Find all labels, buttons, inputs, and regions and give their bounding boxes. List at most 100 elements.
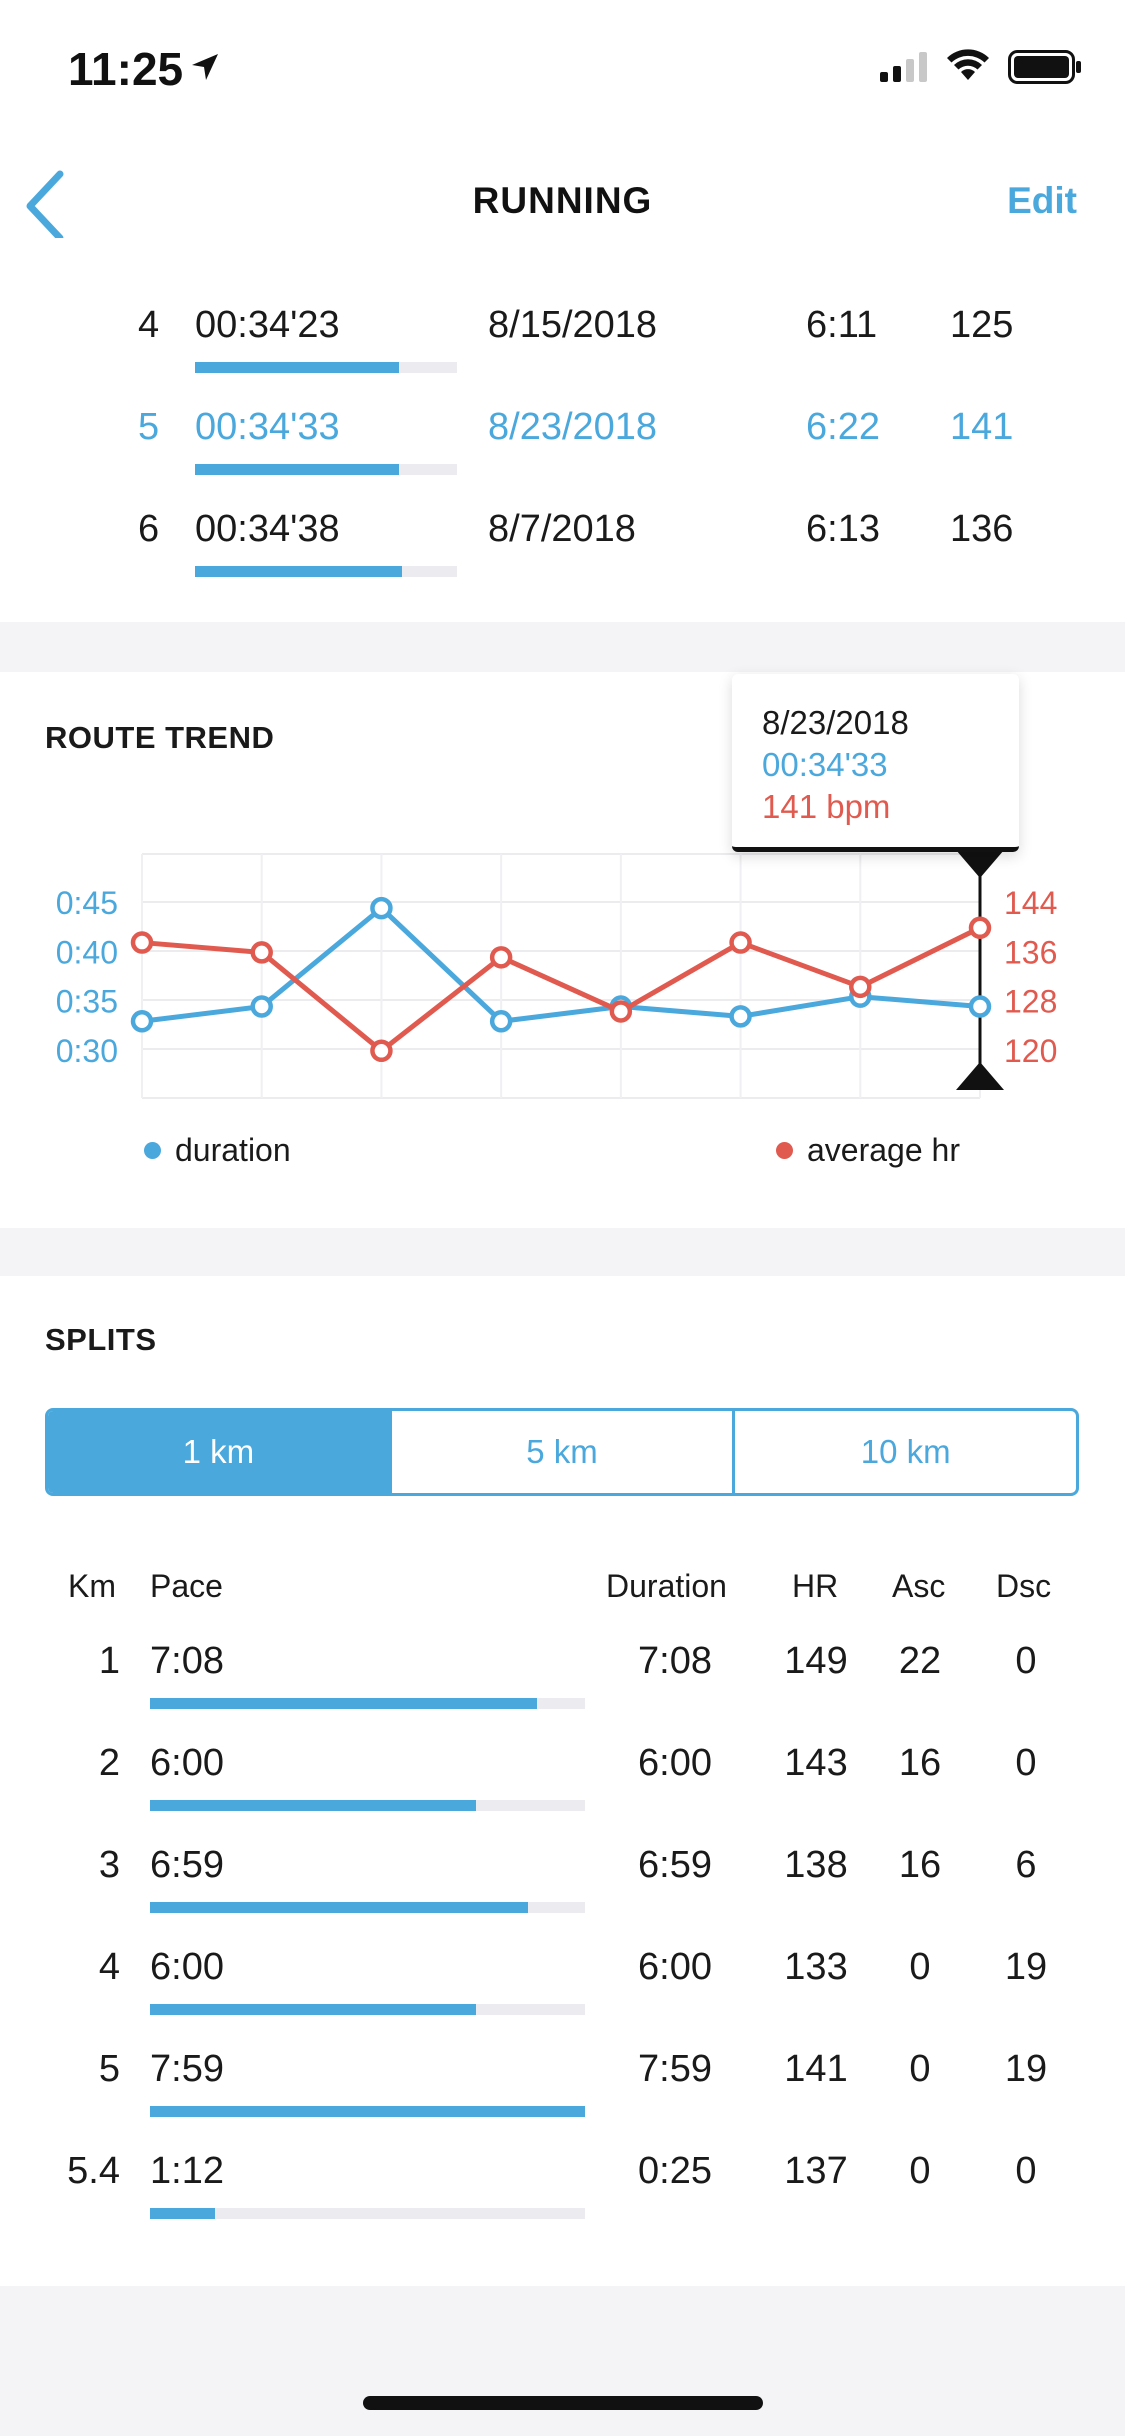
rank-hr: 125 bbox=[950, 304, 1014, 346]
split-distance-selector: 1 km 5 km 10 km bbox=[45, 1408, 1079, 1496]
data-point-average-hr bbox=[729, 931, 752, 954]
split-duration: 7:59 bbox=[638, 2048, 712, 2090]
selection-bottom-marker-icon bbox=[956, 1062, 1004, 1090]
split-pace: 1:12 bbox=[150, 2150, 224, 2192]
data-point-average-hr bbox=[250, 941, 273, 964]
edit-button[interactable]: Edit bbox=[1007, 180, 1077, 221]
header-dsc: Dsc bbox=[996, 1568, 1052, 1604]
nav-bar: RUNNING Edit bbox=[0, 160, 1125, 240]
header-asc: Asc bbox=[892, 1568, 946, 1604]
split-pace: 6:00 bbox=[150, 1742, 224, 1784]
left-tick-label: 0:40 bbox=[56, 934, 118, 970]
data-point-duration bbox=[729, 1005, 752, 1028]
split-asc: 0 bbox=[909, 2048, 931, 2090]
split-dsc: 0 bbox=[1015, 1742, 1037, 1784]
rank-date: 8/15/2018 bbox=[488, 304, 658, 346]
data-point-average-hr bbox=[130, 931, 154, 954]
left-tick-label: 0:35 bbox=[56, 984, 118, 1020]
legend-hr: average hr bbox=[776, 1132, 960, 1169]
split-km: 5.4 bbox=[67, 2150, 120, 2192]
split-km: 2 bbox=[98, 1742, 120, 1784]
duration-bar-fill bbox=[195, 566, 402, 577]
data-point-duration bbox=[370, 896, 393, 920]
split-duration: 6:59 bbox=[638, 1844, 712, 1886]
rank-hr: 141 bbox=[950, 406, 1014, 448]
split-asc: 16 bbox=[898, 1844, 942, 1886]
legend-duration-label: duration bbox=[175, 1132, 291, 1168]
selection-top-marker-icon bbox=[956, 850, 1004, 878]
tooltip-duration: 00:34'33 bbox=[762, 746, 888, 783]
legend-duration: duration bbox=[144, 1132, 291, 1169]
rank-number: 5 bbox=[138, 406, 160, 448]
rank-pace: 6:13 bbox=[806, 508, 880, 550]
pace-bar-fill bbox=[150, 1902, 529, 1913]
pace-bar-fill bbox=[150, 1698, 538, 1709]
data-point-duration bbox=[968, 995, 992, 1018]
left-tick-label: 0:45 bbox=[56, 885, 118, 921]
right-tick-label: 136 bbox=[1004, 934, 1057, 970]
split-hr: 141 bbox=[784, 2048, 848, 2090]
series-line-duration bbox=[141, 905, 981, 1024]
pace-bar bbox=[150, 1902, 585, 1913]
data-point-average-hr bbox=[609, 1000, 633, 1023]
back-chevron-icon[interactable] bbox=[18, 168, 88, 238]
split-asc: 16 bbox=[898, 1742, 942, 1784]
status-time: 11:25 bbox=[68, 43, 184, 95]
ranking-row[interactable]: 6 00:34'38 8/7/2018 6:13 136 bbox=[0, 508, 1125, 598]
chart-tooltip: 8/23/2018 00:34'33 141 bpm bbox=[732, 674, 1019, 852]
tab-10-km[interactable]: 10 km bbox=[860, 1433, 951, 1470]
route-trend-title: ROUTE TREND bbox=[45, 720, 275, 755]
split-hr: 149 bbox=[784, 1640, 848, 1682]
split-hr: 138 bbox=[784, 1844, 848, 1886]
page-title: RUNNING bbox=[472, 180, 653, 221]
pace-bar-fill bbox=[150, 1800, 477, 1811]
hr-dot-icon bbox=[776, 1142, 793, 1160]
rank-duration: 00:34'23 bbox=[195, 304, 340, 346]
pace-bar bbox=[150, 2208, 585, 2219]
rank-duration: 00:34'38 bbox=[195, 508, 340, 550]
duration-bar-fill bbox=[195, 362, 400, 373]
duration-bar-fill bbox=[195, 464, 400, 475]
pace-bar bbox=[150, 1698, 585, 1709]
ranking-row[interactable]: 4 00:34'23 8/15/2018 6:11 125 bbox=[0, 304, 1125, 394]
header-hr: HR bbox=[792, 1568, 839, 1604]
split-km: 1 bbox=[98, 1640, 120, 1682]
data-point-duration bbox=[130, 1010, 154, 1033]
split-dsc: 19 bbox=[1004, 1946, 1048, 1988]
rank-pace: 6:22 bbox=[806, 406, 880, 448]
header-km: Km bbox=[68, 1568, 116, 1604]
ranking-row[interactable]: 5 00:34'33 8/23/2018 6:22 141 bbox=[0, 406, 1125, 496]
split-hr: 143 bbox=[784, 1742, 848, 1784]
right-tick-label: 120 bbox=[1004, 1033, 1057, 1069]
pace-bar-fill bbox=[150, 2208, 216, 2219]
data-point-average-hr bbox=[849, 975, 872, 999]
split-row: 5 7:59 7:59 141 0 19 bbox=[0, 2048, 1125, 2138]
route-trend-chart[interactable]: 0:45 0:40 0:35 0:30 144 136 128 120 bbox=[0, 820, 1125, 1120]
split-pace: 6:00 bbox=[150, 1946, 224, 1988]
split-row: 5.4 1:12 0:25 137 0 0 bbox=[0, 2150, 1125, 2240]
series-line-average-hr bbox=[141, 925, 982, 1054]
rank-hr: 136 bbox=[950, 508, 1014, 550]
split-pace: 7:08 bbox=[150, 1640, 224, 1682]
tab-1-km[interactable]: 1 km bbox=[48, 1411, 392, 1493]
split-row: 4 6:00 6:00 133 0 19 bbox=[0, 1946, 1125, 2036]
split-km: 3 bbox=[98, 1844, 120, 1886]
pace-bar-fill bbox=[150, 2004, 477, 2015]
footer-area bbox=[0, 2286, 1125, 2436]
duration-bar bbox=[195, 362, 457, 373]
rank-date: 8/7/2018 bbox=[488, 508, 636, 550]
split-dsc: 19 bbox=[1004, 2048, 1048, 2090]
tab-5-km[interactable]: 5 km bbox=[392, 1411, 736, 1493]
wifi-icon bbox=[947, 49, 989, 80]
rank-pace: 6:11 bbox=[806, 304, 878, 346]
battery-icon bbox=[1008, 50, 1081, 84]
legend-hr-label: average hr bbox=[807, 1132, 960, 1168]
data-point-average-hr bbox=[968, 916, 992, 940]
split-duration: 6:00 bbox=[638, 1946, 712, 1988]
tooltip-date: 8/23/2018 bbox=[762, 704, 909, 741]
header-duration: Duration bbox=[606, 1568, 727, 1604]
split-asc: 22 bbox=[898, 1640, 942, 1682]
home-indicator[interactable] bbox=[363, 2396, 763, 2410]
split-asc: 0 bbox=[909, 2150, 931, 2192]
split-km: 5 bbox=[98, 2048, 120, 2090]
